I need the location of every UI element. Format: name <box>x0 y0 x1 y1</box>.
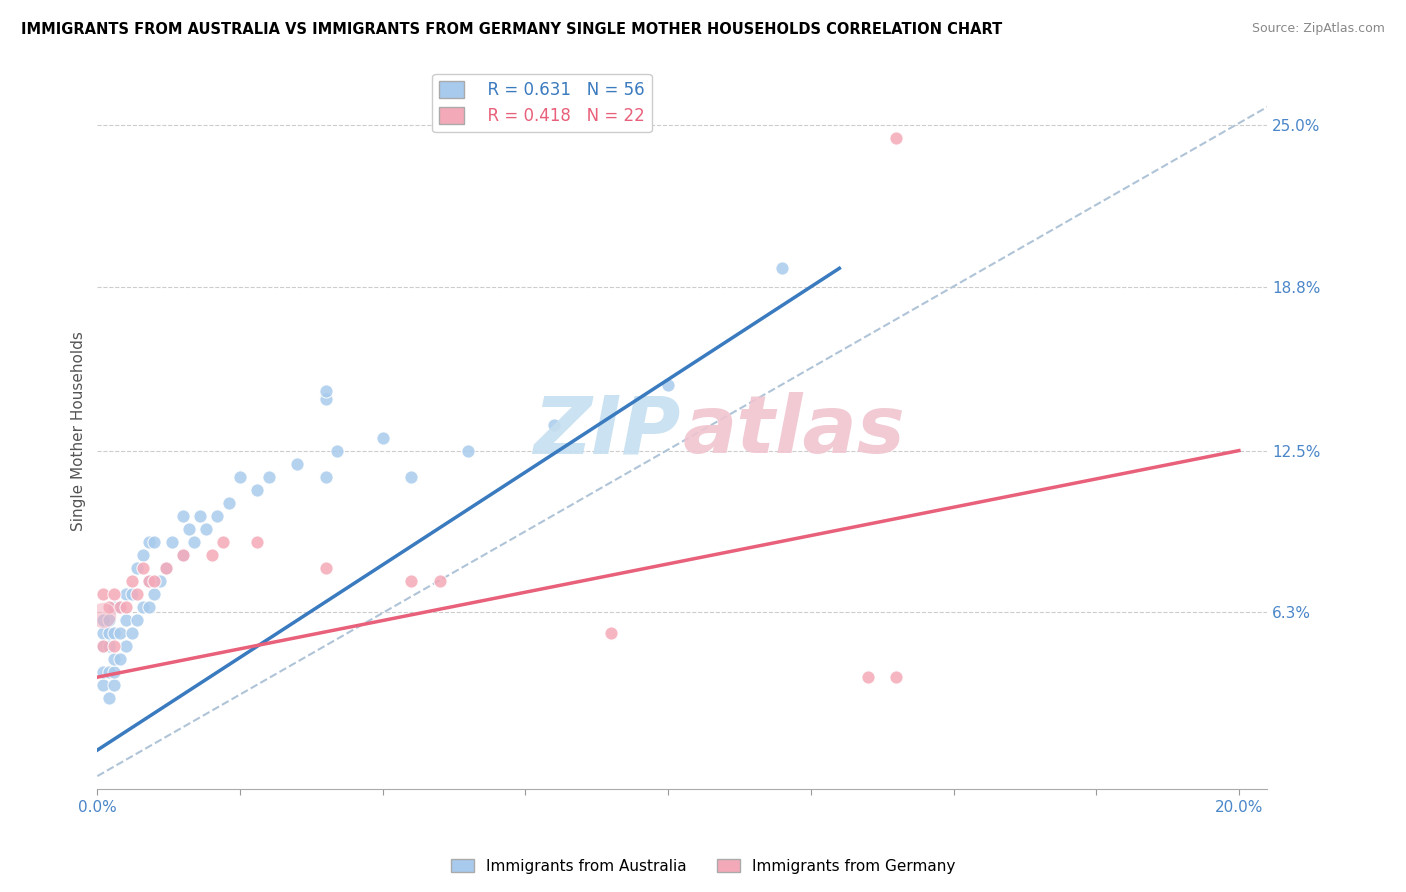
Point <box>127 561 149 575</box>
Point <box>155 561 177 575</box>
Point <box>108 599 131 614</box>
Point <box>91 639 114 653</box>
Point <box>138 599 160 614</box>
Point <box>172 508 194 523</box>
Point <box>121 626 143 640</box>
Point <box>188 508 211 523</box>
Point <box>103 599 125 614</box>
Point <box>200 548 222 562</box>
Point <box>103 626 125 640</box>
Point <box>115 613 138 627</box>
Point <box>91 587 114 601</box>
Point <box>285 457 308 471</box>
Point <box>177 522 200 536</box>
Point <box>856 670 879 684</box>
Point <box>103 639 125 653</box>
Point <box>91 639 114 653</box>
Point <box>115 599 138 614</box>
Point <box>315 561 337 575</box>
Point <box>121 587 143 601</box>
Point <box>315 469 337 483</box>
Point <box>183 534 205 549</box>
Point <box>103 587 125 601</box>
Point <box>401 574 423 588</box>
Y-axis label: Single Mother Households: Single Mother Households <box>72 331 86 531</box>
Point <box>600 626 623 640</box>
Point <box>205 508 228 523</box>
Point <box>143 534 166 549</box>
Point <box>108 599 131 614</box>
Text: IMMIGRANTS FROM AUSTRALIA VS IMMIGRANTS FROM GERMANY SINGLE MOTHER HOUSEHOLDS CO: IMMIGRANTS FROM AUSTRALIA VS IMMIGRANTS … <box>21 22 1002 37</box>
Point <box>143 587 166 601</box>
Point <box>97 599 120 614</box>
Point <box>132 548 155 562</box>
Point <box>257 469 280 483</box>
Point <box>127 587 149 601</box>
Point <box>108 652 131 666</box>
Point <box>121 574 143 588</box>
Point <box>138 574 160 588</box>
Point <box>172 548 194 562</box>
Point <box>91 607 114 622</box>
Point <box>155 561 177 575</box>
Point <box>429 574 451 588</box>
Point <box>246 483 269 497</box>
Text: atlas: atlas <box>682 392 905 470</box>
Point <box>543 417 565 432</box>
Point <box>97 626 120 640</box>
Point <box>132 561 155 575</box>
Point <box>229 469 252 483</box>
Point <box>212 534 235 549</box>
Point <box>138 534 160 549</box>
Point <box>886 670 908 684</box>
Point <box>457 443 479 458</box>
Point <box>115 587 138 601</box>
Point <box>149 574 172 588</box>
Point <box>97 691 120 706</box>
Point <box>108 626 131 640</box>
Point <box>132 599 155 614</box>
Point <box>315 384 337 398</box>
Point <box>218 496 240 510</box>
Point <box>194 522 217 536</box>
Point <box>886 131 908 145</box>
Point <box>91 665 114 679</box>
Point <box>315 392 337 406</box>
Text: Source: ZipAtlas.com: Source: ZipAtlas.com <box>1251 22 1385 36</box>
Point <box>143 574 166 588</box>
Point <box>91 626 114 640</box>
Legend:   R = 0.631   N = 56,   R = 0.418   N = 22: R = 0.631 N = 56, R = 0.418 N = 22 <box>432 74 652 132</box>
Point <box>401 469 423 483</box>
Point <box>115 639 138 653</box>
Point <box>172 548 194 562</box>
Point <box>103 665 125 679</box>
Point <box>127 613 149 627</box>
Point <box>160 534 183 549</box>
Legend: Immigrants from Australia, Immigrants from Germany: Immigrants from Australia, Immigrants fr… <box>444 853 962 880</box>
Point <box>91 613 114 627</box>
Point <box>657 378 679 392</box>
Point <box>97 639 120 653</box>
Point <box>770 261 793 276</box>
Text: ZIP: ZIP <box>533 392 681 470</box>
Point <box>326 443 349 458</box>
Point <box>97 665 120 679</box>
Point <box>371 431 394 445</box>
Point <box>246 534 269 549</box>
Point <box>91 678 114 692</box>
Point <box>138 574 160 588</box>
Point <box>103 652 125 666</box>
Point <box>97 613 120 627</box>
Point <box>103 678 125 692</box>
